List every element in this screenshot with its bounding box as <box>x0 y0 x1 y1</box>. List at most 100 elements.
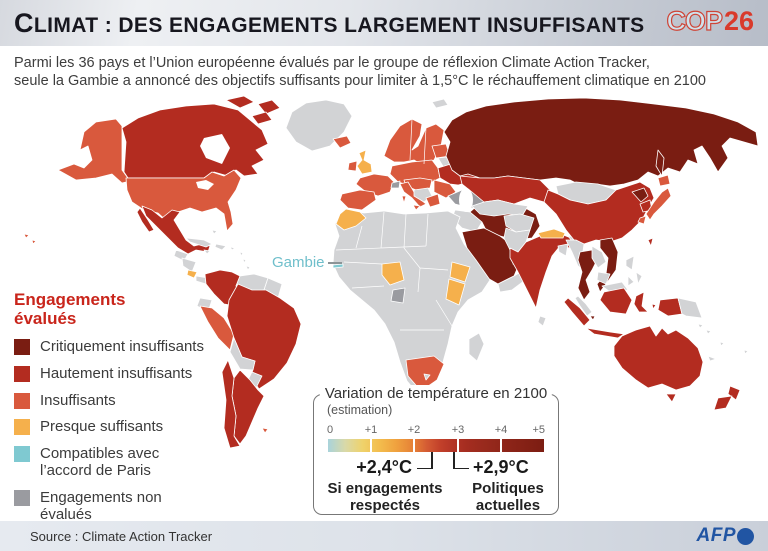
legend: Engagements évalués Critiquement insuffi… <box>14 290 219 551</box>
caption-current-line-2: actuelles <box>475 496 541 514</box>
scale-tick-5: +5 <box>532 424 545 436</box>
country-nigeria <box>381 261 405 286</box>
marker-hook-current <box>454 467 469 469</box>
country-arctic-island-2 <box>257 99 281 115</box>
cop-logo-text: COP <box>666 5 724 36</box>
country-antilles-2 <box>242 258 247 264</box>
scale-tick-4: +4 <box>494 424 508 436</box>
cop26-logo: COP 26 <box>666 5 754 37</box>
legend-swatch-not-evaluated <box>14 489 30 506</box>
country-sri-lanka <box>537 315 547 327</box>
country-singapore <box>589 315 596 321</box>
legend-item-label: Presque suffisants <box>40 418 164 436</box>
country-hispaniola <box>214 243 227 251</box>
legend-swatch-almost <box>14 419 30 436</box>
marker-value-current: +2,9°C <box>473 457 529 477</box>
legend-item-label: Critiquement insuffisants <box>40 338 204 356</box>
country-nepal <box>537 228 566 239</box>
legend-item-label: Compatibles avec l’accord de Paris <box>40 445 160 480</box>
country-nz-south <box>713 395 733 411</box>
country-gambia <box>332 263 344 269</box>
country-kalimantan <box>599 287 633 315</box>
country-morocco <box>335 208 367 231</box>
country-iceland <box>332 135 352 149</box>
country-bahamas <box>211 229 218 235</box>
legend-title-line-1: Engagements <box>14 290 126 309</box>
country-tasmania <box>665 393 677 403</box>
country-gabon <box>390 287 406 304</box>
country-uk <box>356 149 373 175</box>
hudson-bay <box>200 134 230 164</box>
legend-item-label: Insuffisants <box>40 391 116 409</box>
legend-item: Critiquement insuffisants <box>14 338 219 356</box>
country-lesotho <box>423 373 431 381</box>
country-philippines-1 <box>625 255 635 271</box>
legend-swatch-compatible <box>14 446 30 463</box>
gambia-leader-line <box>327 261 342 264</box>
scale-tick-2: +2 <box>407 424 421 436</box>
temperature-scale-box: Variation de température en 2100 (estima… <box>313 385 559 515</box>
country-sakhalin <box>655 149 665 177</box>
country-peru <box>199 305 235 351</box>
country-ireland <box>347 160 358 172</box>
bar-divider <box>457 439 459 452</box>
source-text: Source : Climate Action Tracker <box>30 528 213 544</box>
country-trinidad <box>245 265 251 271</box>
legend-swatch-insufficient <box>14 392 30 409</box>
country-moluccas <box>651 303 657 310</box>
country-switzerland <box>390 180 401 189</box>
legend-title: Engagements évalués <box>14 290 219 328</box>
scale-tick-3: +3 <box>451 424 465 436</box>
bar-divider <box>500 439 502 452</box>
country-hawaii-2 <box>31 239 37 245</box>
country-png <box>677 297 703 319</box>
marker-line-respected <box>431 452 433 469</box>
country-alaska <box>57 118 131 184</box>
country-taiwan <box>647 237 654 247</box>
afp-circle-icon <box>737 527 754 545</box>
country-kenya <box>445 278 466 306</box>
country-madagascar <box>468 332 485 362</box>
caption-respected-line-1: Si engagements <box>327 480 443 497</box>
gambia-label-text: Gambie <box>272 254 325 271</box>
country-chile <box>221 359 241 449</box>
afp-logo-text: AFP <box>696 525 736 546</box>
country-north-korea <box>631 187 649 203</box>
country-west-papua <box>657 297 683 317</box>
country-cuba <box>185 237 213 248</box>
country-australia <box>613 325 704 391</box>
marker-hook-respected <box>417 467 432 469</box>
country-baja <box>136 207 155 233</box>
country-south-africa <box>405 355 445 392</box>
country-china <box>543 181 655 245</box>
country-solomon <box>697 323 704 329</box>
legend-swatch-critical <box>14 339 30 356</box>
marker-caption-current: Politiques actuelles <box>466 480 550 515</box>
country-svalbard <box>431 98 449 109</box>
cop26-number: 26 <box>723 6 754 36</box>
country-honshu <box>645 187 672 221</box>
africa-borders <box>335 211 453 331</box>
afp-logo: AFP <box>696 525 754 547</box>
legend-title-line-2: évalués <box>14 309 77 329</box>
caption-respected-line-2: respectés <box>349 496 421 514</box>
country-cambodia <box>596 271 611 285</box>
country-sardinia <box>401 195 407 204</box>
legend-item: Hautement insuffisants <box>14 364 219 383</box>
marker-caption-respected: Si engagements respectés <box>322 480 448 515</box>
scale-title: Variation de température en 2100 <box>319 385 553 402</box>
country-russia <box>443 97 759 187</box>
great-lakes <box>196 180 214 190</box>
country-sumatra <box>563 297 591 327</box>
country-java <box>585 327 625 339</box>
country-pacific-1 <box>705 329 712 335</box>
country-bangladesh <box>557 243 569 257</box>
marker-value-respected: +2,4°C <box>356 457 412 477</box>
country-puerto-rico <box>229 246 236 251</box>
legend-item: Compatibles avec l’accord de Paris <box>14 445 219 480</box>
country-iberia <box>339 189 377 211</box>
country-sicily <box>412 204 421 211</box>
legend-item-label: Hautement insuffisants <box>40 364 193 382</box>
temperature-gradient-bar <box>328 439 544 452</box>
